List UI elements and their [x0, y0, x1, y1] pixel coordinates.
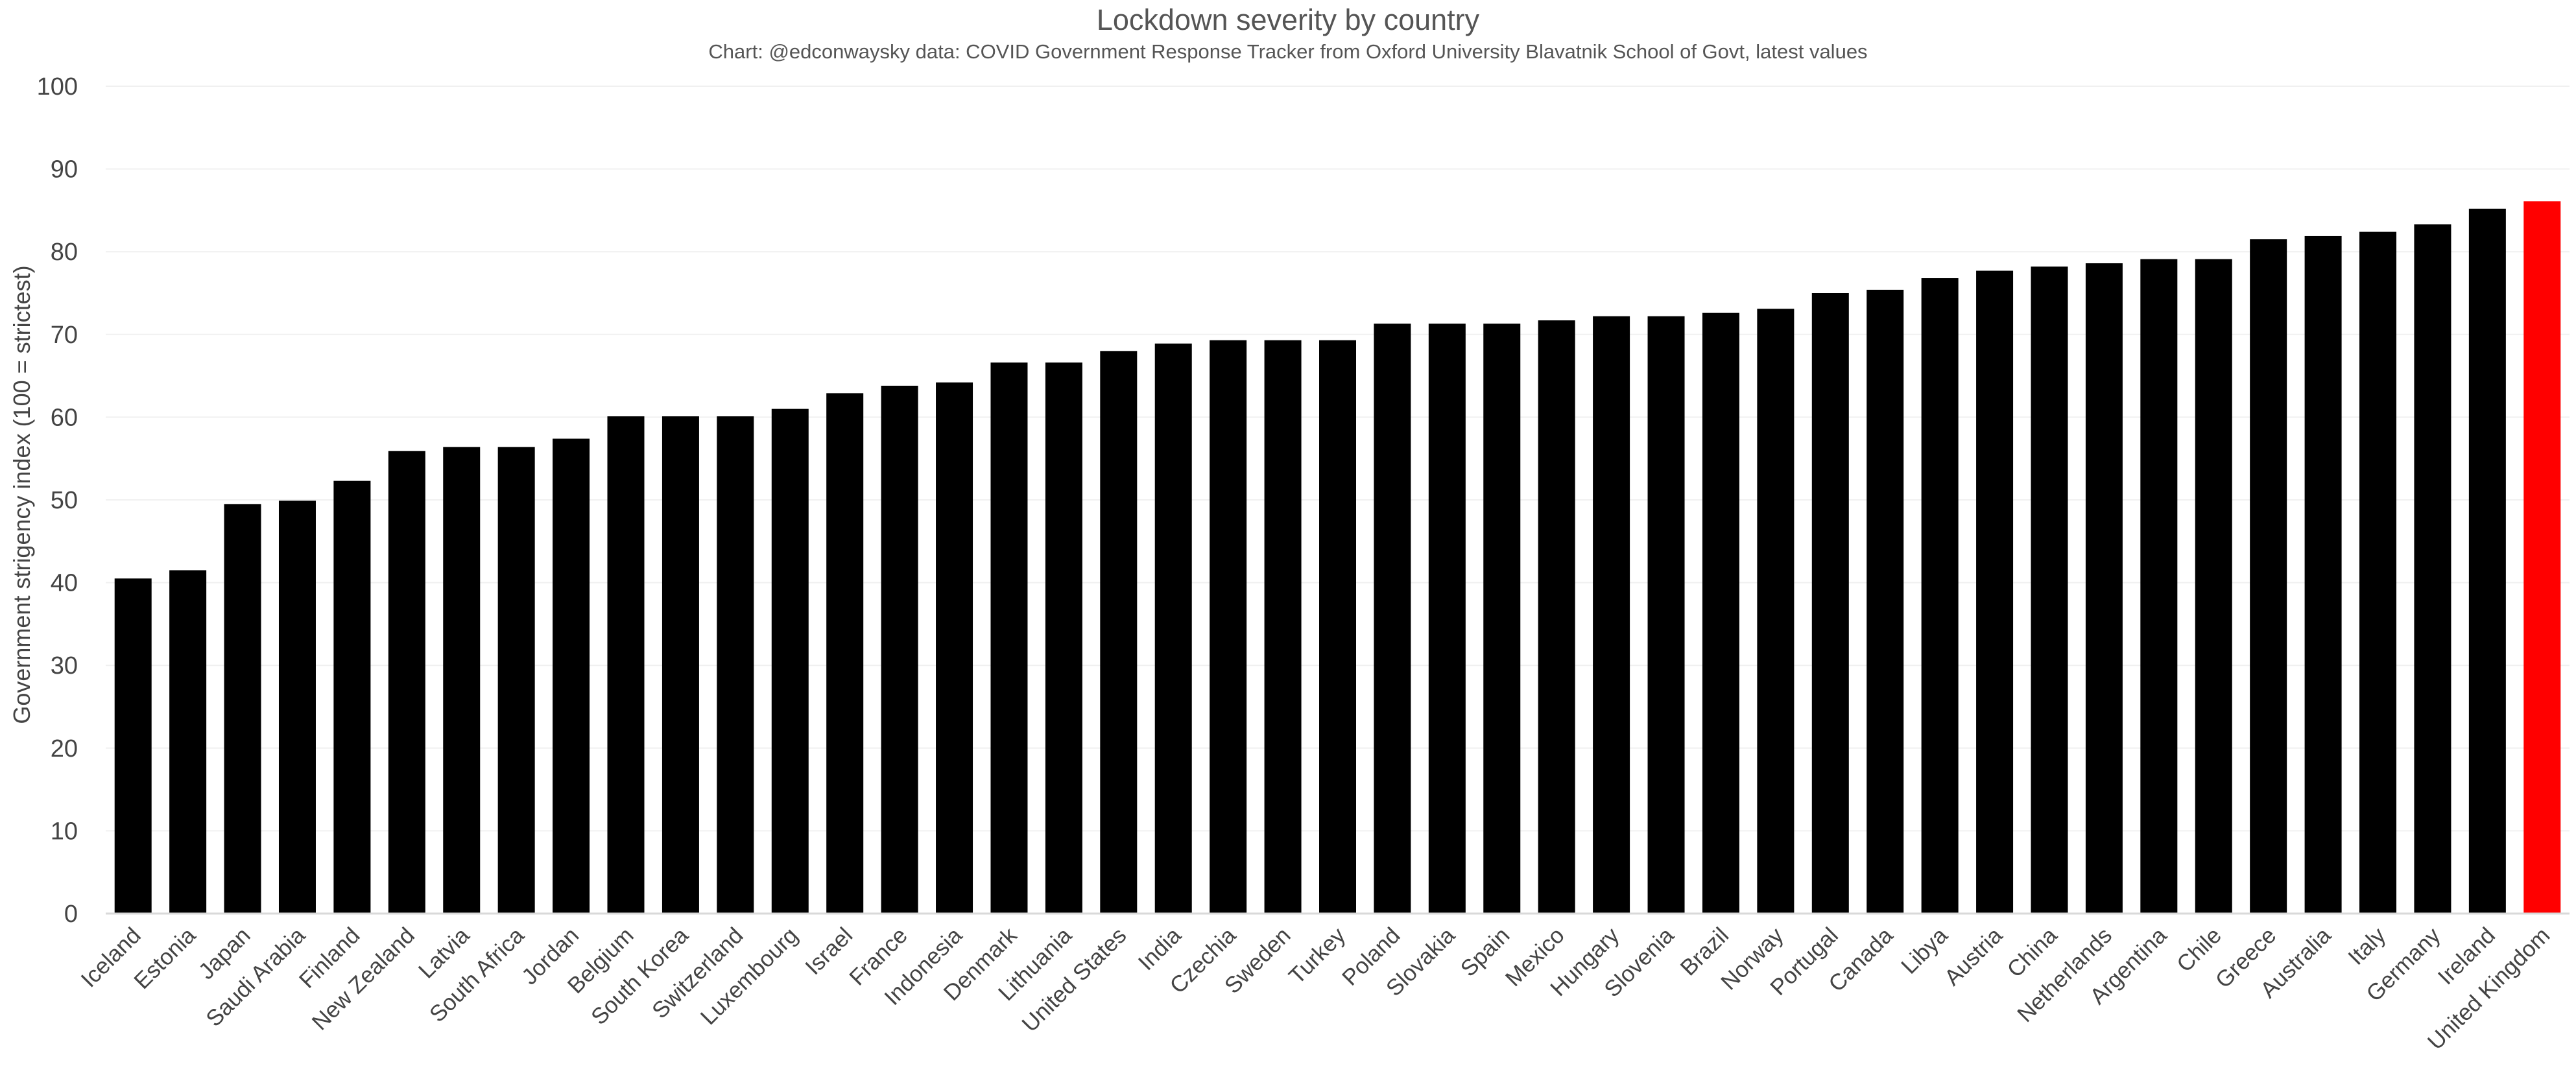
bar-united-kingdom: [2523, 201, 2561, 914]
bar-latvia: [443, 447, 481, 914]
bar-south-korea: [662, 416, 699, 914]
bar-france: [881, 385, 918, 914]
y-tick-label: 10: [51, 818, 78, 845]
y-axis-label: Government strigency index (100 = strict…: [8, 265, 35, 724]
bar-belgium: [607, 416, 645, 914]
bar-slovakia: [1428, 324, 1466, 914]
bar-turkey: [1319, 340, 1356, 914]
y-tick-label: 20: [51, 735, 78, 762]
bar-iceland: [114, 578, 152, 914]
bar-mexico: [1538, 320, 1575, 914]
bar-canada: [1866, 289, 1904, 914]
bar-saudi-arabia: [278, 501, 316, 914]
bar-poland: [1374, 324, 1411, 914]
bar-estonia: [169, 570, 207, 914]
bars: [114, 201, 2561, 914]
y-axis-ticks: 0 10 20 30 40 50 60 70 80 90 100: [37, 73, 78, 928]
y-tick-label: 30: [51, 652, 78, 679]
bar-indonesia: [936, 382, 973, 914]
bar-slovenia: [1647, 316, 1685, 914]
y-tick-label: 70: [51, 322, 78, 349]
bar-norway: [1757, 309, 1795, 914]
y-tick-label: 40: [51, 570, 78, 597]
bar-new-zealand: [388, 451, 425, 914]
bar-japan: [224, 504, 261, 914]
bar-lithuania: [1045, 362, 1082, 914]
bar-jordan: [553, 438, 590, 914]
x-tick-label: Turkey: [1284, 923, 1351, 989]
bar-austria: [1976, 270, 2014, 914]
bar-sweden: [1264, 340, 1302, 914]
bar-italy: [2359, 231, 2397, 914]
chart-title: Lockdown severity by country: [1097, 3, 1480, 36]
bar-luxembourg: [771, 408, 809, 914]
y-tick-label: 0: [64, 901, 78, 928]
bar-brazil: [1702, 313, 1739, 914]
bar-switzerland: [717, 416, 754, 914]
chart-subtitle: Chart: @edconwaysky data: COVID Governme…: [708, 40, 1867, 63]
bar-india: [1154, 343, 1192, 914]
bar-hungary: [1593, 316, 1630, 914]
bar-portugal: [1811, 293, 1849, 914]
y-tick-label: 100: [37, 73, 78, 100]
x-tick-label: Italy: [2343, 923, 2391, 970]
bar-greece: [2250, 239, 2287, 914]
x-tick-label: Austria: [1940, 923, 2008, 991]
bar-netherlands: [2085, 263, 2123, 914]
bar-chile: [2195, 259, 2232, 914]
bar-libya: [1921, 278, 1959, 914]
bar-spain: [1483, 324, 1521, 914]
bar-czechia: [1210, 340, 1247, 914]
bar-australia: [2304, 235, 2342, 914]
bar-denmark: [990, 362, 1028, 914]
bar-ireland: [2468, 208, 2506, 914]
y-tick-label: 80: [51, 239, 78, 266]
bar-south-africa: [497, 447, 535, 914]
bar-china: [2031, 266, 2068, 914]
bar-germany: [2414, 224, 2451, 914]
bar-israel: [826, 393, 864, 914]
bar-finland: [333, 480, 371, 914]
y-tick-label: 60: [51, 404, 78, 431]
y-tick-label: 50: [51, 487, 78, 514]
bar-united-states: [1100, 351, 1138, 914]
y-tick-label: 90: [51, 156, 78, 183]
bar-argentina: [2140, 259, 2178, 914]
x-tick-label: Estonia: [129, 923, 201, 995]
